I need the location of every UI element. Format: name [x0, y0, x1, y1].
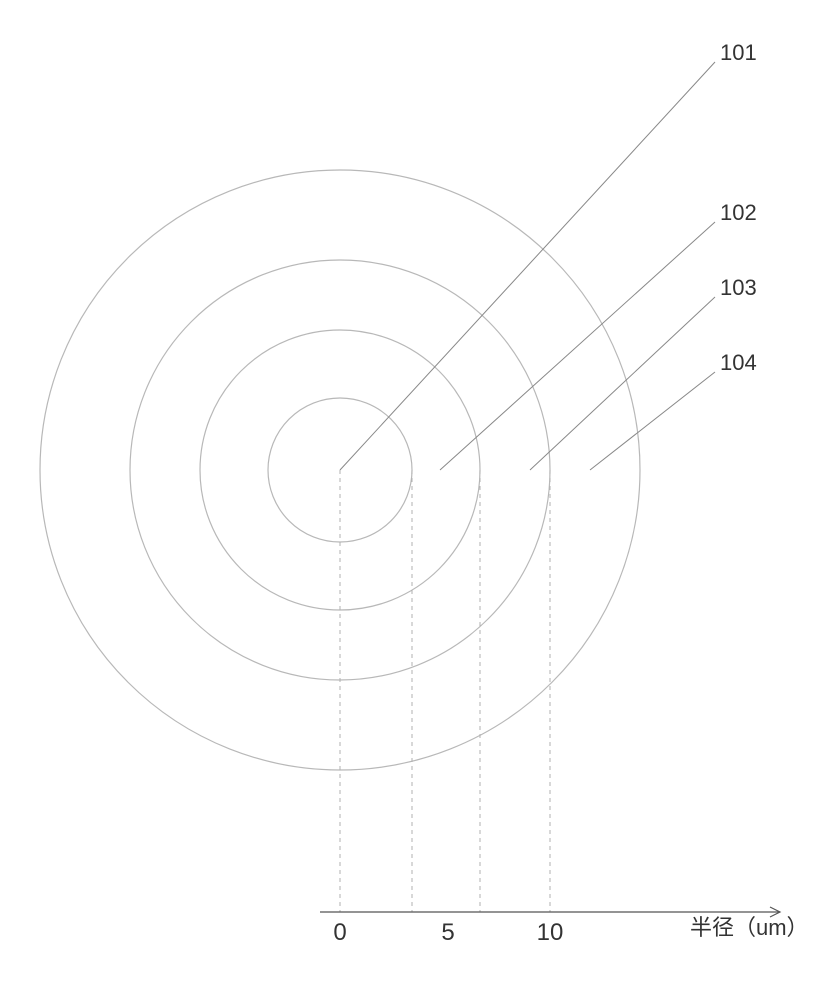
callout-label-104: 104 — [720, 350, 757, 375]
axis-labels: 0 5 10 半径（um） — [333, 915, 808, 946]
axis-tick-5: 5 — [441, 919, 454, 946]
callout-line-101 — [340, 62, 715, 470]
diagram-svg: 101 102 103 104 0 5 10 半径（um） — [0, 0, 825, 1000]
callout-label-103: 103 — [720, 275, 757, 300]
callout-line-102 — [440, 222, 715, 470]
callout-label-101: 101 — [720, 40, 757, 65]
callout-lines — [340, 62, 715, 470]
callout-labels: 101 102 103 104 — [720, 40, 757, 375]
drop-lines — [340, 470, 550, 912]
axis-tick-0: 0 — [333, 919, 346, 946]
axis-tick-10: 10 — [537, 919, 564, 946]
callout-line-104 — [590, 372, 715, 470]
axis-label: 半径（um） — [690, 915, 809, 940]
callout-label-102: 102 — [720, 200, 757, 225]
